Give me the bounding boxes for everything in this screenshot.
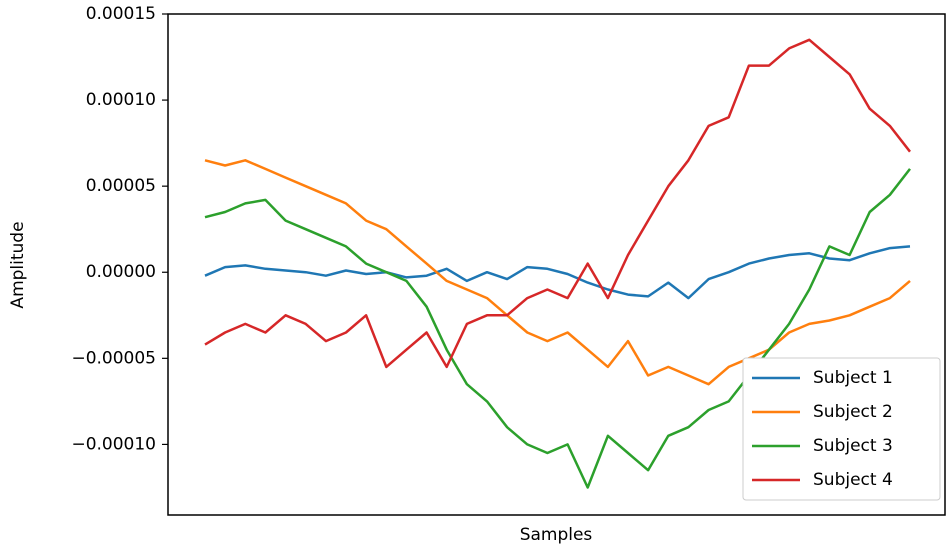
- legend-box: [742, 357, 941, 501]
- series-line: [204, 168, 911, 489]
- legend-label: Subject 2: [813, 402, 893, 422]
- legend-label: Subject 3: [813, 436, 893, 456]
- plot-frame: [167, 13, 946, 516]
- y-axis-label: Amplitude: [8, 221, 28, 308]
- series-line: [204, 38, 911, 369]
- y-tick-label: 0.00015: [86, 4, 156, 24]
- y-tick-label: 0.00000: [86, 262, 156, 282]
- series-line: [204, 159, 911, 386]
- y-tick-label: 0.00010: [86, 90, 156, 110]
- series-line: [204, 245, 911, 300]
- y-tick-label: −0.00010: [71, 434, 156, 454]
- legend-label: Subject 4: [813, 470, 893, 490]
- legend-label: Subject 1: [813, 368, 893, 388]
- y-tick-label: −0.00005: [71, 348, 156, 368]
- y-tick-label: 0.00005: [86, 176, 156, 196]
- x-axis-label: Samples: [520, 525, 593, 545]
